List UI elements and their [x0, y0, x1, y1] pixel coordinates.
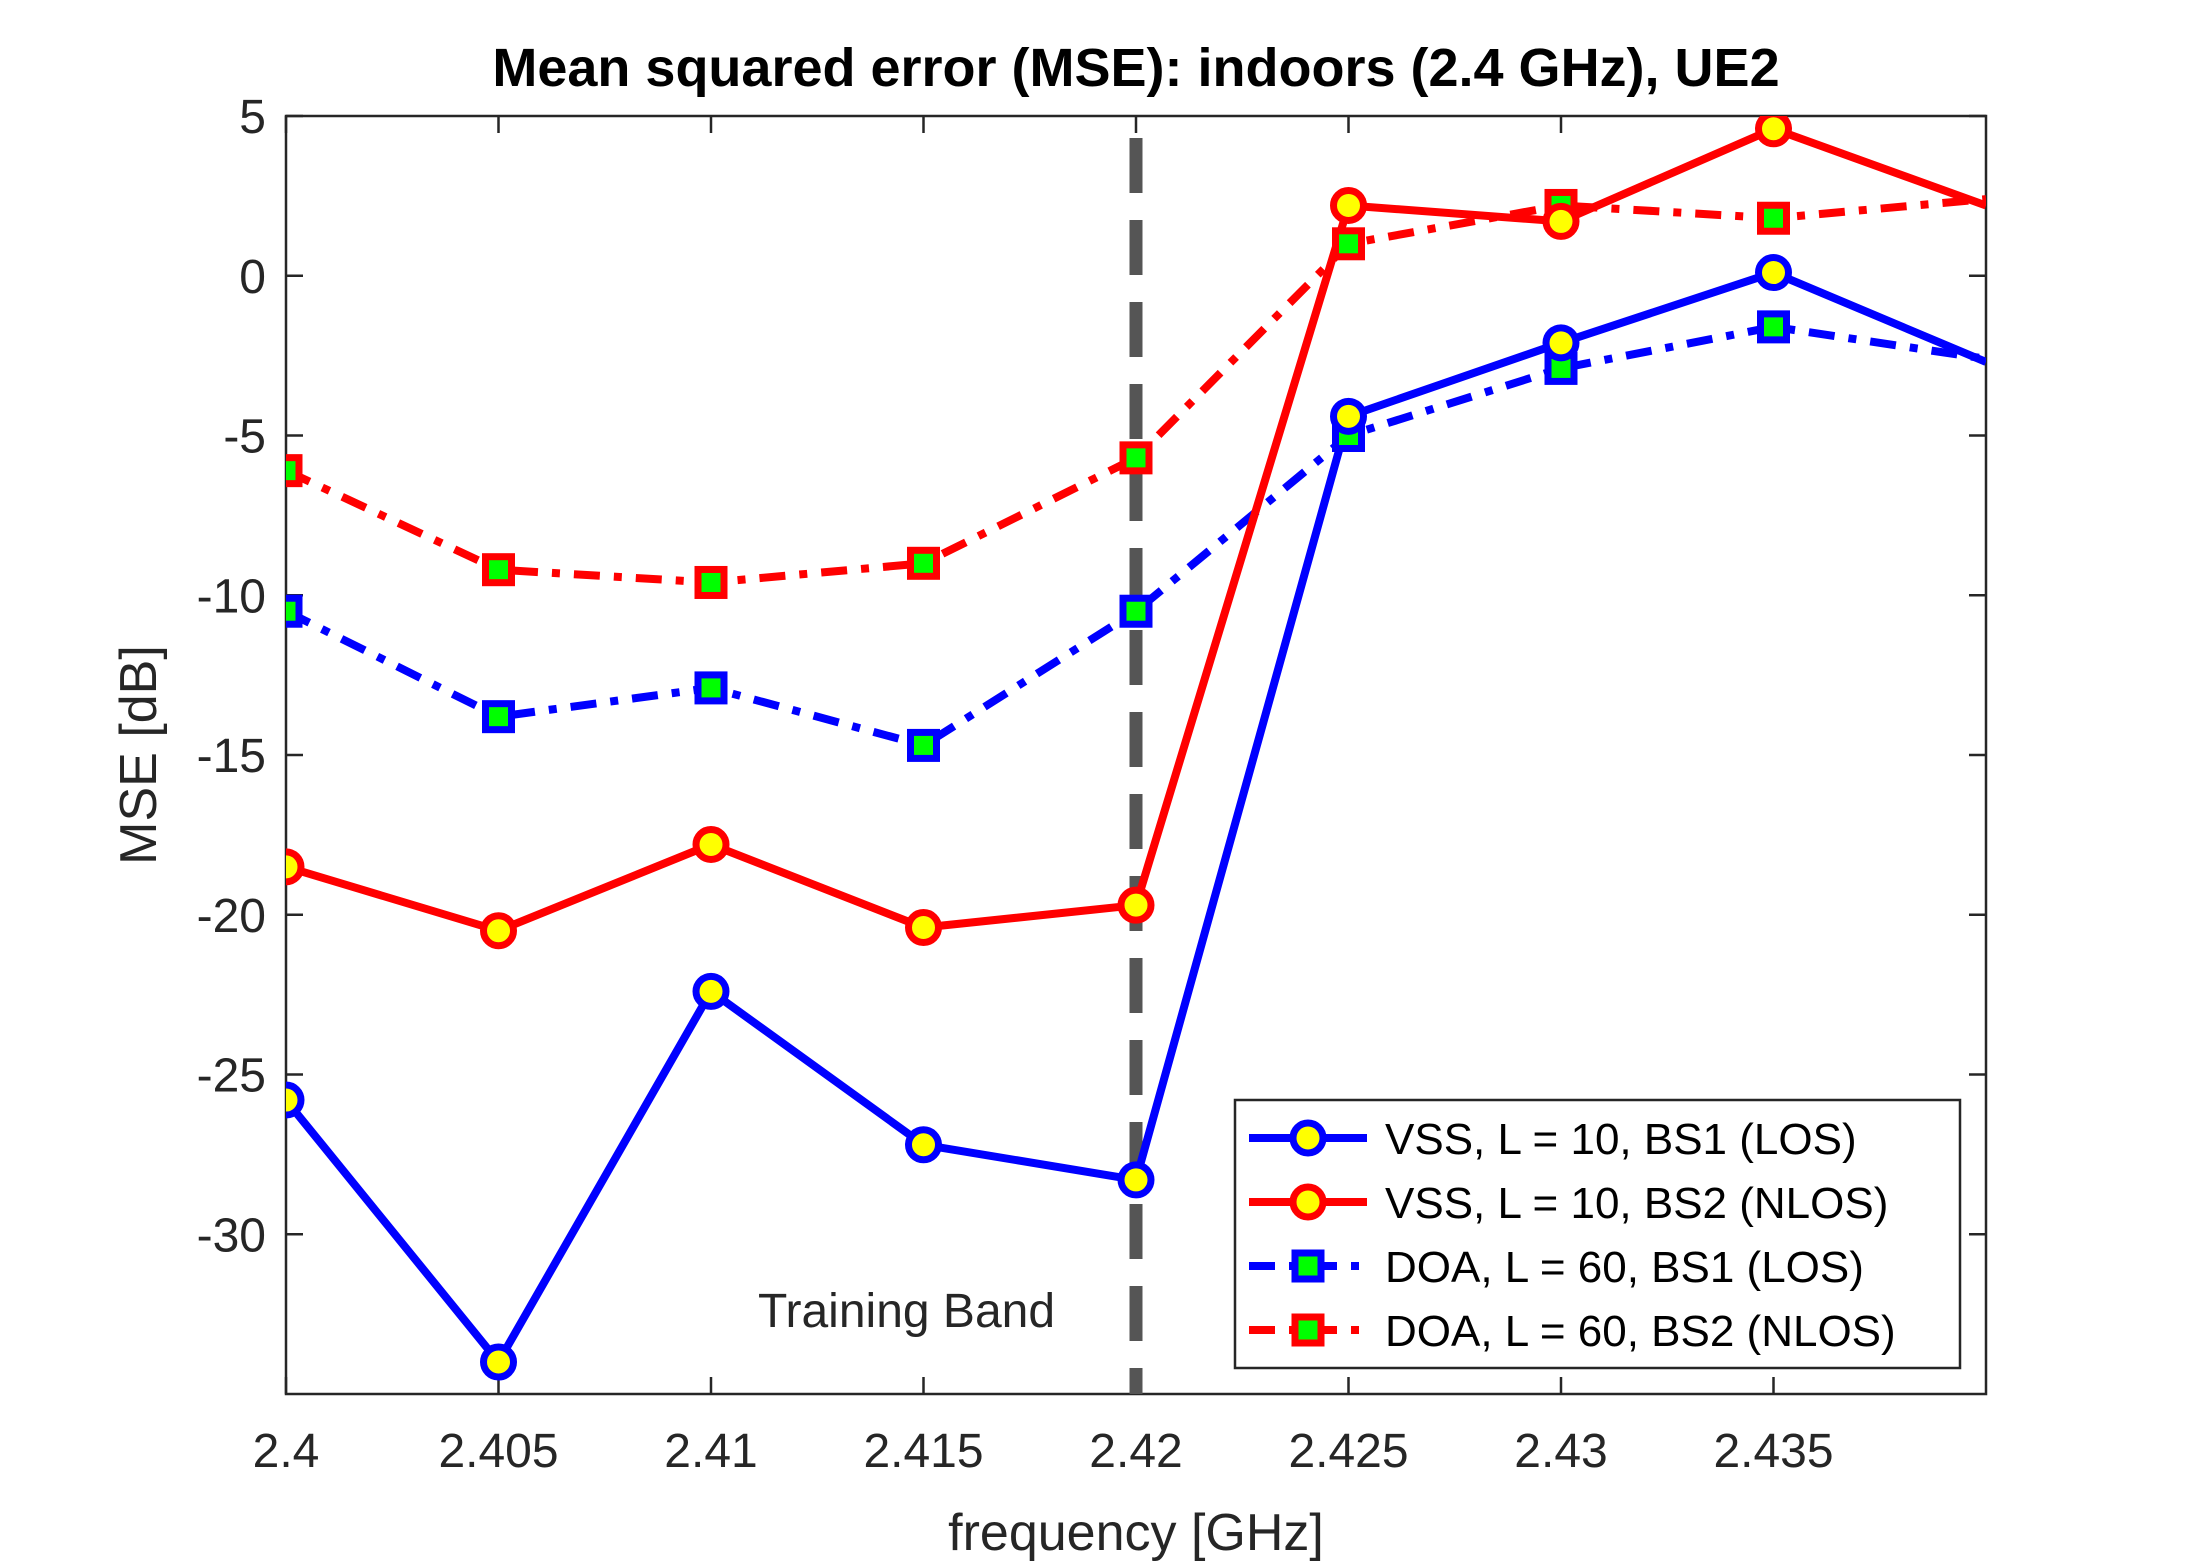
series-line-4: [286, 195, 1986, 587]
legend-item: VSS, L = 10, BS2 (NLOS): [1249, 1179, 1888, 1228]
series-4-point: [1757, 201, 1790, 235]
y-tick-label: -15: [197, 730, 266, 783]
series-2-point: [692, 825, 730, 863]
chart-title: Mean squared error (MSE): indoors (2.4 G…: [492, 38, 1779, 98]
y-tick-label: -25: [197, 1050, 266, 1103]
x-tick-label: 2.4: [253, 1425, 320, 1478]
series-1-point: [1117, 1161, 1155, 1199]
y-tick-label: 0: [239, 251, 266, 304]
series-3-point: [1119, 594, 1153, 628]
series-1-point: [905, 1126, 942, 1164]
series-1-point: [1755, 254, 1792, 292]
y-axis-label: MSE [dB]: [110, 645, 168, 865]
x-axis-label: frequency [GHz]: [948, 1504, 1324, 1562]
y-tick-labels: 5 0 -5 -10 -15 -20 -25 -30: [197, 91, 266, 1262]
legend-marker: [1289, 1183, 1327, 1221]
series-line-3: [286, 322, 1986, 750]
series-2-point: [1117, 886, 1155, 924]
legend-item: VSS, L = 10, BS1 (LOS): [1249, 1115, 1857, 1164]
series-3-point: [907, 728, 940, 762]
x-tick-label: 2.42: [1089, 1425, 1182, 1478]
series-2-point: [480, 912, 517, 950]
series-1-point: [480, 1343, 517, 1381]
series-3-point: [694, 671, 728, 705]
series-4-point: [286, 454, 303, 488]
series-3-point: [286, 594, 303, 628]
series-3-point: [482, 700, 515, 734]
x-tick-label: 2.425: [1288, 1425, 1408, 1478]
x-tick-label: 2.41: [664, 1425, 757, 1478]
x-tick-label: 2.405: [438, 1425, 558, 1478]
series-1-point: [1542, 324, 1580, 362]
x-tick-labels: 2.4 2.405 2.41 2.415 2.42 2.425 2.43 2.435: [253, 1425, 1834, 1478]
series-4-point: [694, 565, 728, 599]
y-tick-label: -5: [223, 411, 266, 464]
annotations: Training Band: [758, 1285, 1055, 1338]
legend-label: VSS, L = 10, BS1 (LOS): [1385, 1115, 1857, 1164]
series-4-point: [907, 546, 940, 580]
plot-series: [286, 116, 1986, 1381]
legend: VSS, L = 10, BS1 (LOS) VSS, L = 10, BS2 (…: [1233, 1098, 1962, 1370]
x-tick-label: 2.415: [863, 1425, 983, 1478]
y-tick-label: -20: [197, 890, 266, 943]
series-4-point: [1332, 227, 1365, 261]
series-4-point: [482, 553, 515, 587]
series-1-point: [1330, 397, 1367, 435]
y-tick-label: 5: [239, 91, 266, 144]
legend-marker: [1291, 1249, 1325, 1283]
y-tick-label: -30: [197, 1209, 266, 1262]
legend-item: DOA, L = 60, BS2 (NLOS): [1249, 1307, 1896, 1356]
legend-box: [1233, 1098, 1962, 1370]
series-2-point: [1542, 202, 1580, 240]
legend-item: DOA, L = 60, BS1 (LOS): [1249, 1243, 1864, 1292]
legend-marker: [1291, 1313, 1325, 1347]
legend-marker: [1289, 1119, 1327, 1157]
series-1-point: [286, 1081, 305, 1119]
series-4-point: [1119, 441, 1153, 475]
legend-label: DOA, L = 60, BS1 (LOS): [1385, 1243, 1864, 1292]
series-3-point: [1757, 310, 1790, 344]
training-band-label: Training Band: [758, 1285, 1055, 1338]
series-2-point: [1330, 186, 1367, 224]
series-2-point: [905, 909, 942, 947]
legend-label: VSS, L = 10, BS2 (NLOS): [1385, 1179, 1888, 1228]
y-tick-label: -10: [197, 570, 266, 623]
series-1-point: [692, 972, 730, 1010]
series-2-point: [1755, 116, 1792, 148]
series-2-point: [286, 848, 305, 886]
x-tick-label: 2.43: [1514, 1425, 1607, 1478]
x-tick-label: 2.435: [1713, 1425, 1833, 1478]
legend-label: DOA, L = 60, BS2 (NLOS): [1385, 1307, 1896, 1356]
